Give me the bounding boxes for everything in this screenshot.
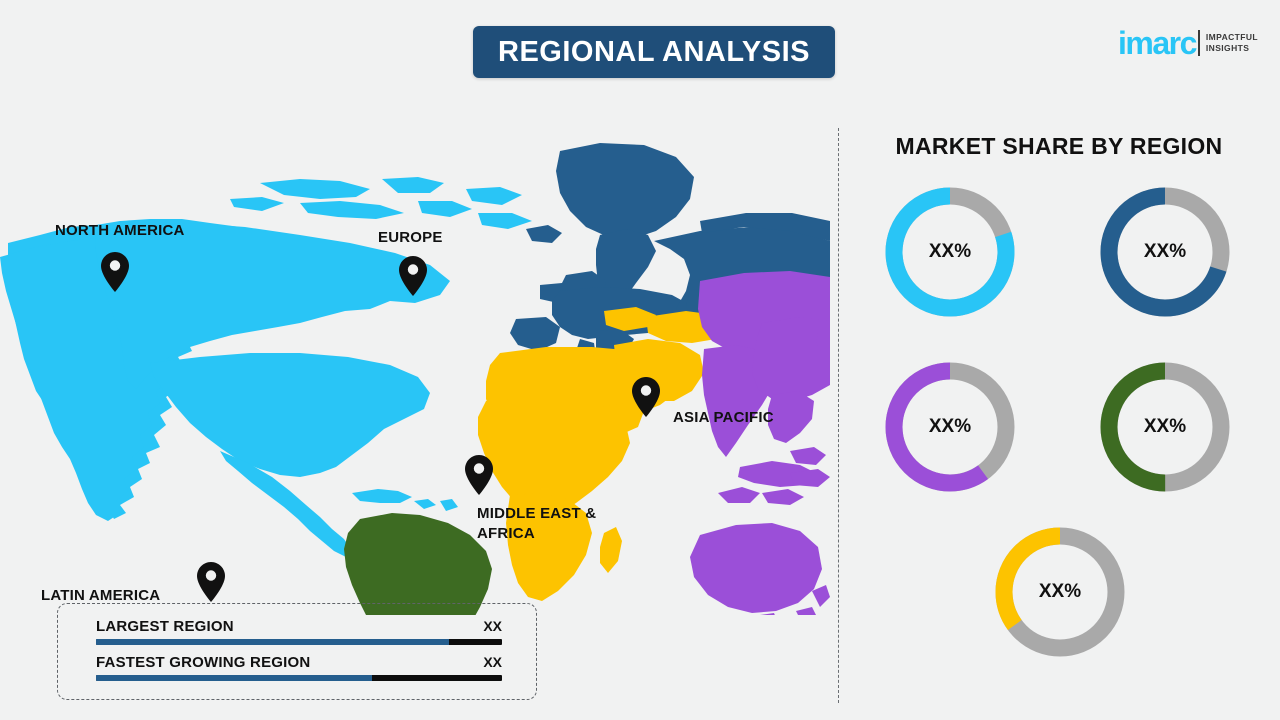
map-label-asia-pacific: ASIA PACIFIC — [673, 409, 774, 426]
donut-label-latin-america: XX% — [1143, 416, 1187, 437]
brand-logo: imarc IMPACTFUL INSIGHTS — [1118, 26, 1258, 60]
donut-chart-svg — [995, 527, 1125, 657]
brand-logo-tagline: IMPACTFUL INSIGHTS — [1206, 32, 1258, 55]
region-summary-box: LARGEST REGION XX FASTEST GROWING REGION… — [57, 603, 537, 700]
donut-chart-svg — [1100, 362, 1230, 492]
world-map-svg — [0, 143, 830, 615]
world-map: NORTH AMERICA EUROPE ASIA PACIFIC MIDDLE… — [0, 95, 830, 615]
map-region-latin-america — [344, 513, 492, 615]
brand-logo-wordmark: imarc — [1118, 25, 1197, 61]
brand-logo-tagline-line2: INSIGHTS — [1205, 43, 1250, 53]
legend-bar-fill-fastest-growing-region — [96, 675, 373, 681]
map-region-asia-pacific — [690, 271, 830, 615]
map-region-north-america — [0, 177, 532, 557]
legend-row-fastest-growing-region: FASTEST GROWING REGION XX — [96, 654, 502, 681]
donut-label-europe: XX% — [1143, 241, 1187, 262]
legend-bar-largest-region — [96, 639, 502, 645]
map-region-middle-east-africa — [478, 307, 728, 601]
map-pin-icon-europe[interactable] — [398, 255, 428, 297]
donut-chart-asia-pacific: XX% — [880, 357, 1020, 497]
map-pin-icon-north-america[interactable] — [100, 251, 130, 293]
donut-label-asia-pacific: XX% — [928, 416, 972, 437]
market-share-heading: MARKET SHARE BY REGION — [895, 133, 1223, 159]
donut-chart-svg — [1100, 187, 1230, 317]
legend-value-largest-region: XX — [483, 618, 502, 634]
page-title-banner: REGIONAL ANALYSIS — [473, 26, 835, 78]
map-label-europe: EUROPE — [378, 229, 443, 246]
legend-label-largest-region: LARGEST REGION — [96, 618, 234, 635]
donut-label-north-america: XX% — [928, 241, 972, 262]
legend-bar-fill-largest-region — [96, 639, 450, 645]
map-label-middle-east-africa: MIDDLE EAST & AFRICA — [477, 505, 597, 543]
donut-chart-svg — [885, 187, 1015, 317]
section-divider — [838, 128, 839, 703]
legend-bar-fastest-growing-region — [96, 675, 502, 681]
brand-logo-tagline-line1: IMPACTFUL — [1205, 31, 1258, 42]
donut-chart-middle-east-africa: XX% — [990, 522, 1130, 662]
map-label-north-america: NORTH AMERICA — [55, 222, 185, 239]
map-pin-icon-middle-east-africa[interactable] — [464, 454, 494, 496]
map-pin-icon-asia-pacific[interactable] — [631, 376, 661, 418]
donut-chart-north-america: XX% — [880, 182, 1020, 322]
donut-chart-svg — [885, 362, 1015, 492]
brand-logo-divider — [1197, 30, 1200, 56]
donut-chart-europe: XX% — [1095, 182, 1235, 322]
legend-row-largest-region: LARGEST REGION XX — [96, 618, 502, 645]
map-pin-icon-latin-america[interactable] — [196, 561, 226, 603]
market-share-donut-grid: XX% XX% XX% XX% XX% — [860, 182, 1260, 672]
page-title: REGIONAL ANALYSIS — [498, 35, 810, 68]
legend-label-fastest-growing-region: FASTEST GROWING REGION — [96, 654, 311, 671]
map-label-latin-america: LATIN AMERICA — [41, 587, 161, 604]
donut-chart-latin-america: XX% — [1095, 357, 1235, 497]
legend-value-fastest-growing-region: XX — [483, 654, 502, 670]
donut-label-middle-east-africa: XX% — [1038, 581, 1082, 602]
